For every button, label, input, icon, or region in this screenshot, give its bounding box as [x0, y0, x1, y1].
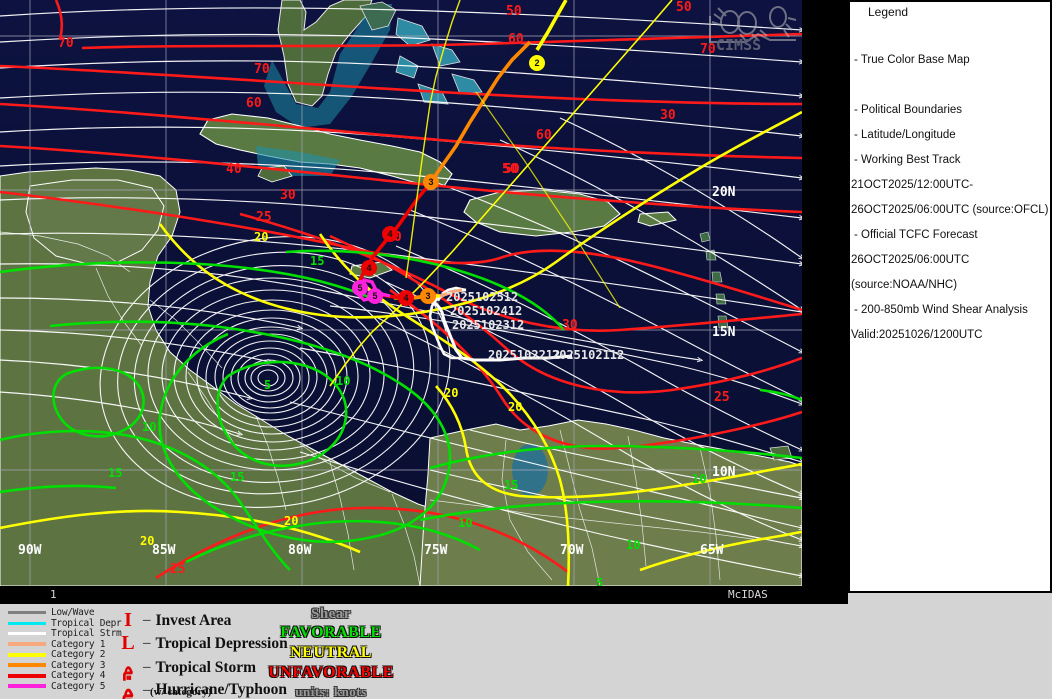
- storm-symbol-row: L – Tropical Depression: [118, 632, 288, 655]
- intensity-scale-row: Category 2: [8, 649, 106, 660]
- storm-symbol-glyph: ۾: [122, 657, 134, 679]
- legend-line-valid-time: Valid:20251026/1200UTC: [851, 329, 983, 341]
- storm-symbol-text: Tropical Depression: [155, 634, 288, 652]
- storm-symbol-text: Hurricane/Typhoon: [155, 681, 287, 698]
- intensity-label: Category 1: [51, 638, 106, 650]
- basemap-layer: [0, 0, 802, 586]
- cimss-logo-text: CIMSS: [716, 36, 761, 52]
- intensity-scale-row: Category 4: [8, 670, 106, 681]
- intensity-label: Low/Wave: [51, 607, 95, 618]
- panel-gap: [802, 0, 848, 604]
- intensity-scale-row: Low/Wave: [8, 607, 95, 618]
- storm-symbol-glyph: L: [121, 632, 135, 654]
- official-forecast-track: [371, 0, 673, 333]
- storm-symbol-row: I – Invest Area: [118, 609, 231, 632]
- cimss-logo-watermark: CIMSS: [709, 6, 797, 52]
- storm-category-marker: 5: [367, 288, 383, 304]
- intensity-swatch: [8, 652, 46, 657]
- intensity-swatch: [8, 642, 46, 646]
- intensity-swatch: [8, 673, 46, 678]
- intensity-scale-row: Tropical Strm: [8, 628, 122, 639]
- storm-symbol-dash: –: [143, 635, 151, 651]
- intensity-scale-row: Category 5: [8, 680, 106, 692]
- intensity-label: Tropical Strm: [51, 628, 122, 639]
- legend-line-shear-analysis: - 200-850mb Wind Shear Analysis: [854, 304, 1028, 316]
- bottom-legend: Low/Wave Tropical Depr Tropical Strm Catego…: [0, 604, 1052, 699]
- legend-line-track-start: 21OCT2025/12:00UTC-: [851, 179, 974, 191]
- storm-category-marker: 3: [423, 174, 439, 190]
- mcidas-watermark: McIDAS: [728, 588, 768, 601]
- best-track-white: [430, 298, 475, 362]
- intensity-swatch: [8, 663, 46, 667]
- storm-category-marker: 3: [420, 288, 436, 304]
- intensity-swatch: [8, 611, 46, 614]
- intensity-label: Category 2: [51, 649, 106, 660]
- shear-favorable: FAVORABLE: [280, 624, 382, 641]
- storm-symbol-row: ۾ – Hurricane/Typhoon: [118, 677, 287, 699]
- intensity-label: Tropical Depr: [51, 617, 122, 629]
- intensity-swatch: [8, 632, 46, 635]
- storm-category-marker: 4: [361, 260, 377, 276]
- shear-contours-green: [0, 249, 802, 571]
- storm-category-marker: 5: [352, 280, 368, 296]
- shear-neutral: NEUTRAL: [290, 644, 372, 661]
- legend-line-forecast-source: (source:NOAA/NHC): [851, 279, 958, 291]
- storm-category-marker: 4: [382, 226, 398, 242]
- storm-symbol-dash: –: [143, 612, 151, 628]
- intensity-label: Category 4: [51, 670, 106, 681]
- map-corner-index: 1: [50, 588, 57, 601]
- legend-panel: Legend - True Color Base Map - Political…: [848, 0, 1052, 593]
- legend-line-track-end: 26OCT2025/06:00UTC (source:OFCL): [851, 204, 1049, 216]
- intensity-scale-row: Tropical Depr: [8, 617, 122, 629]
- storm-symbol-text: Tropical Storm: [155, 658, 257, 676]
- shear-contours-red: [0, 0, 802, 580]
- storm-symbol-glyph: ۾: [121, 677, 135, 699]
- intensity-scale-row: Category 1: [8, 638, 106, 650]
- legend-line-political: - Political Boundaries: [854, 104, 963, 116]
- storm-symbol-dash: –: [143, 659, 151, 675]
- storm-symbol-row: ۾ – Tropical Storm: [118, 655, 256, 680]
- intensity-label: Category 3: [51, 659, 106, 671]
- storm-category-marker: 4: [398, 290, 414, 306]
- intensity-swatch: [8, 621, 46, 625]
- legend-line-tcfc-forecast: - Official TCFC Forecast: [854, 229, 978, 241]
- symbol-subnote: (w/ category): [150, 686, 212, 698]
- shear-heading: Shear: [311, 606, 351, 622]
- intensity-scale-row: Category 3: [8, 659, 106, 671]
- legend-title: Legend: [868, 5, 909, 19]
- legend-line-best-track: - Working Best Track: [854, 154, 961, 166]
- storm-category-marker: 2: [529, 55, 545, 71]
- storm-symbol-text: Invest Area: [155, 611, 232, 629]
- map-panel[interactable]: 90W 85W 80W 75W 70W 65W 20N 15N 10N 70 70 60 50 60 50 6…: [0, 0, 802, 604]
- map-canvas[interactable]: 90W 85W 80W 75W 70W 65W 20N 15N 10N 70 70 60 50 60 50 6…: [0, 0, 802, 586]
- panel-gap-lower: [848, 593, 1052, 604]
- legend-line-base-map: - True Color Base Map: [854, 54, 970, 66]
- storm-symbol-dash: –: [143, 681, 151, 698]
- intensity-label: Category 5: [51, 680, 106, 692]
- shear-contours-yellow: [0, 110, 802, 586]
- legend-line-latlon: - Latitude/Longitude: [854, 129, 956, 141]
- shear-units: units: knots: [295, 684, 367, 699]
- map-footer-strip: 1 McIDAS: [0, 586, 802, 604]
- legend-line-forecast-time: 26OCT2025/06:00UTC: [851, 254, 970, 266]
- storm-symbol-glyph: I: [124, 609, 132, 631]
- intensity-swatch: [8, 684, 46, 688]
- shear-unfavorable: UNFAVORABLE: [268, 664, 394, 681]
